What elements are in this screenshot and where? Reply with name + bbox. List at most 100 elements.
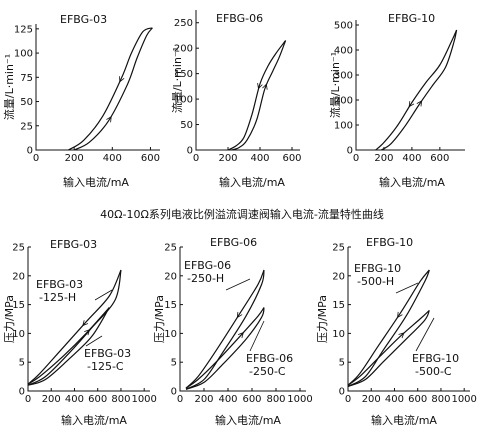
direction-arrow (238, 331, 244, 339)
x-tick-label: 800 (431, 394, 450, 405)
x-tick-label: 400 (103, 153, 122, 164)
series-annotation: EFBG-03 -125-H (36, 278, 83, 304)
chart-panel-6: 0 200 400 600 800 1000 0 5 10 15 20 25 EFBG-10 输入电流/m… (316, 236, 477, 427)
x-axis-label: 输入电流/mA (61, 413, 127, 427)
y-tick-label: 25 (20, 121, 33, 132)
series-line-3 (185, 307, 265, 389)
series-line-1 (227, 40, 287, 151)
y-tick-label: 500 (334, 21, 353, 32)
y-tick-label: 5 (171, 358, 177, 369)
y-tick-label: 125 (14, 24, 33, 35)
y-tick-label: 0 (347, 146, 353, 157)
y-tick-label: 10 (12, 329, 25, 340)
y-tick-label: 20 (164, 271, 177, 282)
direction-arrow (106, 115, 112, 123)
figure-caption: 40Ω-10Ω系列电液比例溢流调速阀输入电流-流量特性曲线 (100, 207, 384, 221)
annotation-leader (225, 278, 251, 291)
y-tick-label: 0 (19, 387, 25, 398)
y-axis-label: 流量/L·min⁻¹ (170, 47, 184, 113)
x-tick-label: 200 (374, 153, 393, 164)
y-tick-label: 25 (12, 243, 25, 254)
x-tick-label: 1000 (451, 394, 476, 405)
y-tick-label: 15 (12, 300, 25, 311)
x-axis-label: 输入电流/mA (219, 175, 285, 189)
direction-arrow (119, 76, 125, 83)
y-tick-label: 0 (187, 146, 193, 157)
annotation-line: EFBG-06 (246, 352, 293, 365)
direction-arrow (257, 82, 263, 90)
x-tick-label: 400 (250, 153, 269, 164)
x-tick-label: 400 (65, 394, 84, 405)
x-tick-label: 600 (282, 153, 301, 164)
annotation-line: -250-H (187, 272, 224, 285)
y-tick-label: 0 (339, 387, 345, 398)
series-line-2 (231, 40, 287, 151)
annotation-line: EFBG-06 (184, 259, 231, 272)
annotation-line: EFBG-10 (354, 262, 401, 275)
y-tick-label: 200 (334, 96, 353, 107)
y-axis-label: 流量/L·min⁻¹ (328, 52, 342, 118)
x-tick-label: 1000 (287, 394, 312, 405)
y-tick-label: 0 (171, 387, 177, 398)
y-tick-label: 50 (20, 97, 33, 108)
y-tick-label: 25 (332, 243, 345, 254)
series-annotation: EFBG-06 -250-C (246, 352, 293, 378)
x-tick-label: 0 (193, 153, 199, 164)
annotation-line: -125-C (87, 360, 124, 373)
annotation-line: EFBG-03 (84, 347, 131, 360)
annotation-line: -125-H (39, 291, 76, 304)
chart-title: EFBG-03 (60, 13, 107, 26)
axis-lines (195, 10, 300, 151)
series-line-1 (185, 269, 265, 389)
y-tick-label: 10 (164, 329, 177, 340)
series-line-4 (347, 310, 430, 387)
annotation-line: -500-C (415, 365, 452, 378)
chart-title: EFBG-06 (210, 236, 257, 249)
x-axis-label: 输入电流/mA (215, 413, 281, 427)
x-tick-label: 0 (33, 153, 39, 164)
y-tick-label: 50 (180, 120, 193, 131)
x-tick-label: 0 (345, 394, 351, 405)
x-tick-label: 400 (218, 394, 237, 405)
series-line-1 (27, 269, 122, 385)
x-tick-label: 800 (111, 394, 130, 405)
y-tick-label: 100 (174, 95, 193, 106)
series-line-2 (73, 27, 153, 151)
chart-panel-3: 0 200 400 600 0 100 200 300 400 500 EFBG-10 输入电流/mA… (328, 12, 465, 189)
series-annotation: EFBG-10 -500-H (354, 262, 401, 288)
series-annotation: EFBG-10 -500-C (412, 352, 459, 378)
x-axis-label: 输入电流/mA (379, 175, 445, 189)
x-tick-label: 600 (141, 153, 160, 164)
direction-arrow (84, 329, 91, 336)
chart-panel-4: 0 200 400 600 800 1000 0 5 10 15 20 25 EFBG-03 输入电流/m… (3, 238, 157, 427)
y-tick-label: 400 (334, 46, 353, 57)
direction-arrow (416, 100, 423, 107)
y-tick-label: 75 (20, 73, 33, 84)
axis-lines (355, 20, 465, 151)
annotation-line: EFBG-10 (412, 352, 459, 365)
y-tick-label: 10 (332, 329, 345, 340)
chart-panel-2: 0 200 400 600 0 50 100 150 200 250 EFBG-06 输入电流/mA 流… (170, 10, 302, 189)
series-line-3 (27, 307, 110, 385)
y-axis-label: 流量/L·min⁻¹ (2, 54, 16, 120)
series-line-2 (347, 269, 430, 387)
x-tick-label: 200 (65, 153, 84, 164)
direction-arrow (397, 311, 403, 319)
chart-title: EFBG-10 (366, 236, 413, 249)
direction-arrow (236, 311, 243, 319)
series-annotation: EFBG-03 -125-C (84, 347, 131, 373)
y-tick-label: 250 (174, 18, 193, 29)
y-axis-label: 压力/MPa (153, 295, 166, 343)
y-axis-label: 压力/MPa (3, 295, 16, 343)
chart-panel-5: 0 200 400 600 800 1000 0 5 10 15 20 25 EFBG-06 输入电流/m… (153, 236, 313, 427)
chart-title: EFBG-10 (388, 12, 435, 25)
chart-panel-1: 0 200 400 600 0 25 50 75 100 125 EFBG-03 输入电流/mA 流量/… (2, 13, 160, 189)
x-tick-label: 1000 (131, 394, 156, 405)
annotation-leader (94, 289, 113, 301)
direction-arrow (408, 101, 415, 108)
x-axis-label: 输入电流/mA (371, 413, 437, 427)
x-tick-label: 200 (218, 153, 237, 164)
series-line-2 (380, 29, 458, 151)
y-tick-label: 300 (334, 71, 353, 82)
x-tick-label: 0 (353, 153, 359, 164)
